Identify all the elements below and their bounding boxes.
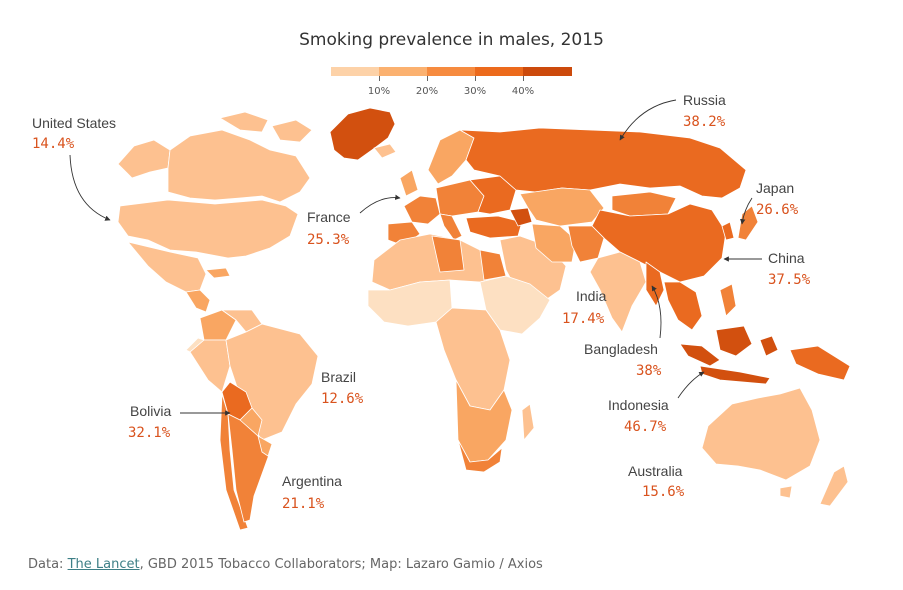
legend-swatch [379, 67, 427, 76]
leader-russia [619, 99, 677, 141]
value-china: 37.5% [768, 272, 811, 288]
map-title: Smoking prevalence in males, 2015 [299, 30, 604, 50]
value-russia: 38.2% [683, 114, 726, 130]
leader-japan [740, 197, 753, 225]
region-philippines [719, 283, 737, 317]
region-france [403, 195, 441, 225]
region-new-zealand [819, 465, 849, 507]
source-link[interactable]: The Lancet [67, 557, 140, 572]
legend-tick [475, 76, 476, 81]
value-brazil: 12.6% [321, 391, 364, 407]
region-uk [399, 169, 419, 197]
region-indonesia [715, 325, 753, 357]
label-brazil: Brazil [321, 369, 356, 385]
leader-france [359, 194, 401, 214]
label-argentina: Argentina [282, 473, 342, 489]
region-caribbean [205, 267, 231, 279]
region-india [589, 251, 647, 333]
label-russia: Russia [683, 92, 726, 108]
value-france: 25.3% [307, 232, 350, 248]
value-bangladesh: 38% [636, 363, 662, 379]
region-kazakhstan [519, 187, 605, 227]
region-madagascar [521, 403, 535, 441]
legend-swatch [523, 67, 572, 76]
region-korea [721, 221, 735, 241]
region-mongolia [611, 191, 677, 217]
region-china [591, 203, 727, 283]
source-rest: , GBD 2015 Tobacco Collaborators; Map: L… [139, 557, 543, 572]
label-france: France [307, 209, 351, 225]
region-ecuador [185, 337, 205, 353]
region-italy [439, 213, 463, 241]
region-arctic-islands [271, 119, 313, 143]
region-egypt [479, 249, 507, 281]
color-legend: 10% 20% 30% 40% [331, 67, 572, 99]
label-bolivia: Bolivia [130, 403, 171, 419]
region-greenland [329, 107, 396, 161]
value-indonesia: 46.7% [624, 419, 667, 435]
region-iceland [373, 143, 397, 159]
label-indonesia: Indonesia [608, 397, 669, 413]
label-china: China [768, 250, 805, 266]
legend-tick-label: 30% [463, 86, 487, 97]
legend-swatch [427, 67, 475, 76]
region-caucasus [509, 207, 533, 227]
value-argentina: 21.1% [282, 496, 325, 512]
region-canada [167, 129, 311, 203]
region-peru [189, 339, 231, 393]
region-south-africa [457, 439, 503, 473]
leader-indonesia [677, 371, 705, 399]
source-prefix: Data: [28, 557, 68, 572]
region-indonesia [679, 343, 721, 367]
leader-united-states [69, 154, 111, 221]
region-iran [531, 223, 577, 263]
region-algeria [431, 235, 465, 273]
region-russia [459, 127, 747, 199]
region-central-america [185, 289, 211, 313]
value-bolivia: 32.1% [128, 425, 171, 441]
label-australia: Australia [628, 463, 683, 479]
value-japan: 26.6% [756, 202, 799, 218]
legend-tick-label: 20% [415, 86, 439, 97]
region-turkey [465, 215, 523, 239]
value-india: 17.4% [562, 311, 605, 327]
region-united-states [117, 199, 299, 259]
region-arctic-islands [219, 111, 269, 133]
label-japan: Japan [756, 180, 794, 196]
legend-swatch [475, 67, 523, 76]
region-chile [219, 393, 249, 531]
value-united-states: 14.4% [32, 136, 75, 152]
leader-bangladesh [651, 285, 662, 339]
region-japan [737, 205, 759, 241]
legend-tick-label: 10% [367, 86, 391, 97]
legend-tick-label: 40% [511, 86, 535, 97]
source-credit: Data: The Lancet, GBD 2015 Tobacco Colla… [28, 557, 543, 572]
region-southeast-asia [663, 281, 703, 331]
label-united-states: United States [32, 115, 116, 131]
region-tasmania [779, 485, 793, 499]
region-bangladesh [645, 261, 665, 307]
label-bangladesh: Bangladesh [584, 341, 658, 357]
region-australia [701, 387, 821, 481]
region-uruguay [257, 435, 273, 457]
legend-tick [523, 76, 524, 81]
region-indonesia [759, 335, 779, 357]
value-australia: 15.6% [642, 484, 685, 500]
region-colombia [199, 309, 237, 341]
legend-tick [427, 76, 428, 81]
region-new-guinea [789, 345, 851, 381]
legend-tick [379, 76, 380, 81]
region-alaska [117, 139, 171, 179]
label-india: India [576, 288, 607, 304]
legend-swatch [331, 67, 379, 76]
region-indonesia [699, 365, 771, 385]
